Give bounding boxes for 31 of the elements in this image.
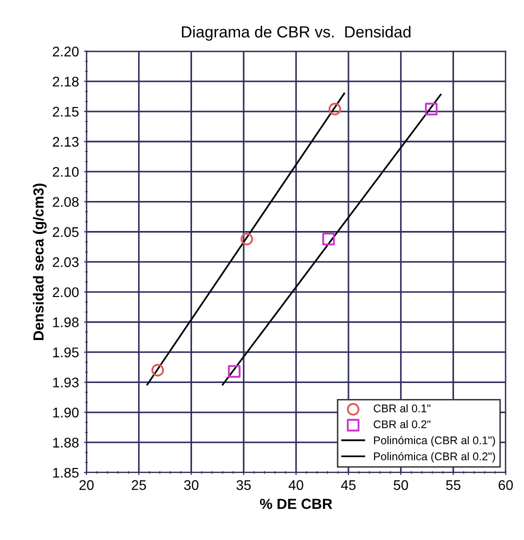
x-tick-label: 50 [394, 480, 408, 490]
y-tick-label: 2.00 [52, 287, 79, 298]
y-tick-label: 2.05 [52, 227, 79, 237]
y-tick-label: 2.03 [52, 257, 79, 268]
x-tick-label: 40 [288, 480, 304, 490]
y-tick-label: 1.98 [53, 317, 79, 328]
legend-label: CBR al 0.1" [374, 404, 430, 412]
y-tick-label: 2.15 [52, 106, 79, 117]
y-tick-label: 1.88 [53, 438, 79, 448]
legend-label: Polinómica (CBR al 0.1") [374, 436, 495, 446]
legend-label: CBR al 0.2" [374, 420, 430, 428]
y-tick-label: 2.10 [52, 166, 79, 177]
legend-label: Polinómica (CBR al 0.2") [374, 452, 495, 462]
x-tick-label: 35 [236, 480, 251, 490]
y-tick-label: 1.85 [53, 468, 79, 478]
y-tick-label: 1.93 [53, 378, 79, 388]
y-tick-label: 2.13 [52, 136, 79, 147]
y-tick-label: 1.95 [53, 347, 79, 358]
x-tick-label: 55 [446, 480, 460, 490]
x-tick-label: 20 [79, 480, 94, 490]
x-axis-title: % DE CBR [260, 498, 332, 510]
x-tick-label: 60 [498, 480, 513, 490]
x-tick-label: 25 [132, 480, 146, 490]
chart-title: Diagrama de CBR vs. Densidad [182, 26, 410, 41]
y-tick-label: 1.90 [53, 408, 79, 418]
y-tick-label: 2.08 [52, 197, 79, 207]
x-tick-label: 30 [184, 480, 198, 490]
y-axis-title: Densidad seca (g/cm3) [32, 184, 47, 340]
y-tick-label: 2.18 [52, 76, 79, 87]
y-tick-label: 2.20 [52, 46, 79, 56]
x-tick-label: 45 [341, 480, 356, 490]
